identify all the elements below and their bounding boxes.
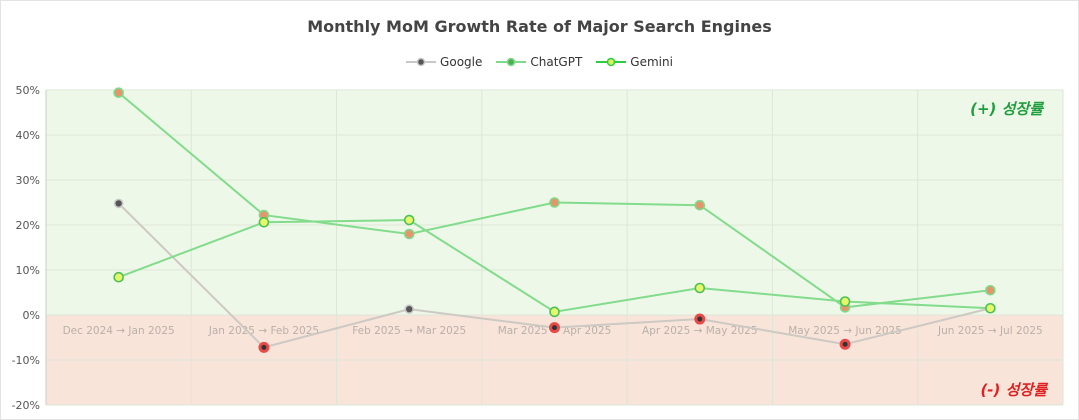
data-point-chatgpt bbox=[694, 199, 706, 211]
data-point-gemini bbox=[549, 306, 560, 318]
y-tick-label: 10% bbox=[16, 264, 40, 277]
data-point-google bbox=[839, 338, 851, 350]
y-tick-label: 20% bbox=[16, 219, 40, 232]
negative-zone-label: (-) 성장률 bbox=[980, 381, 1048, 399]
y-tick-label: 50% bbox=[16, 84, 40, 97]
y-tick-label: 40% bbox=[16, 129, 40, 142]
x-tick-label: Apr 2025 → May 2025 bbox=[642, 325, 757, 337]
legend-item-google[interactable]: Google bbox=[406, 55, 482, 69]
data-point-chatgpt bbox=[113, 87, 124, 98]
chart-title: Monthly MoM Growth Rate of Major Search … bbox=[307, 17, 772, 36]
legend-label-gemini: Gemini bbox=[630, 55, 673, 69]
legend-label-google: Google bbox=[440, 55, 483, 69]
chart-legend: Google ChatGPT Gemini bbox=[1, 55, 1078, 69]
data-point-chatgpt bbox=[403, 228, 415, 240]
data-point-gemini bbox=[113, 271, 124, 283]
y-tick-label: 30% bbox=[16, 174, 40, 187]
legend-item-chatgpt[interactable]: ChatGPT bbox=[496, 55, 582, 69]
data-point-chatgpt bbox=[549, 197, 560, 208]
legend-swatch-gemini bbox=[596, 57, 627, 67]
data-point-google bbox=[549, 322, 560, 334]
legend-item-gemini[interactable]: Gemini bbox=[596, 55, 673, 69]
legend-label-chatgpt: ChatGPT bbox=[530, 55, 583, 69]
data-point-google bbox=[258, 341, 270, 353]
y-tick-label: -10% bbox=[12, 354, 40, 367]
data-point-gemini bbox=[839, 296, 851, 307]
legend-swatch-chatgpt bbox=[496, 57, 527, 67]
data-point-chatgpt bbox=[985, 284, 996, 296]
data-point-google bbox=[113, 198, 124, 209]
x-tick-label: Feb 2025 → Mar 2025 bbox=[352, 325, 466, 337]
data-point-gemini bbox=[258, 217, 270, 228]
data-point-google bbox=[694, 313, 706, 325]
data-point-google bbox=[404, 304, 415, 314]
data-point-gemini bbox=[694, 282, 706, 294]
positive-zone-label: (+) 성장률 bbox=[970, 100, 1044, 118]
data-point-gemini bbox=[985, 302, 996, 314]
legend-swatch-google bbox=[406, 57, 437, 67]
x-tick-label: Jan 2025 → Feb 2025 bbox=[208, 325, 319, 337]
x-tick-label: Dec 2024 → Jan 2025 bbox=[63, 325, 175, 337]
x-tick-label: May 2025 → Jun 2025 bbox=[788, 325, 902, 337]
x-tick-label: Jun 2025 → Jul 2025 bbox=[937, 325, 1043, 337]
y-tick-label: -20% bbox=[12, 399, 40, 412]
data-point-gemini bbox=[403, 214, 415, 226]
y-tick-label: 0% bbox=[23, 309, 40, 322]
